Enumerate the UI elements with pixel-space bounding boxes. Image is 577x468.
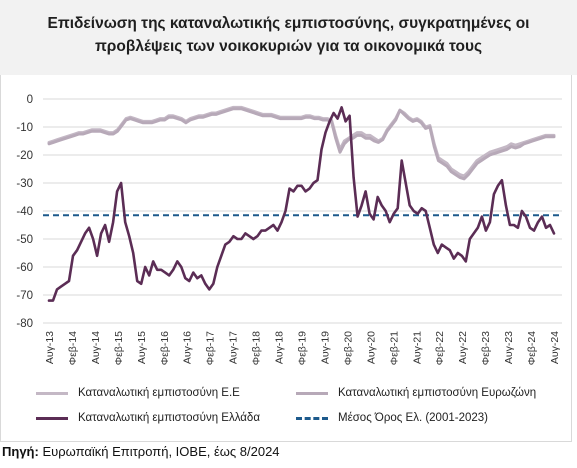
- y-tick-label: -60: [16, 262, 33, 274]
- series-line-gr: [47, 106, 556, 302]
- x-tick-label: Φεβ-23: [480, 331, 492, 365]
- y-tick-label: -50: [16, 234, 33, 246]
- gridlines: [43, 98, 562, 324]
- source-note: Πηγή: Ευρωπαϊκή Επιτροπή, ΙΟΒΕ, έως 8/20…: [2, 444, 280, 459]
- x-tick-label: Φεβ-17: [205, 331, 217, 365]
- x-tick-label: Αυγ-14: [90, 331, 102, 364]
- y-tick-label: 0: [27, 94, 33, 106]
- legend: Καταναλωτική εμπιστοσύνη Ε.Ε Καταναλωτικ…: [28, 381, 568, 433]
- x-tick-label: Φεβ-18: [251, 331, 263, 365]
- x-tick-label: Φεβ-24: [526, 331, 538, 365]
- legend-label-eu: Καταναλωτική εμπιστοσύνη Ε.Ε: [78, 387, 240, 399]
- legend-swatch-eu: [36, 391, 68, 395]
- legend-item-eu: Καταναλωτική εμπιστοσύνη Ε.Ε: [36, 387, 240, 399]
- x-axis: Αυγ-13 Φεβ-14 Αυγ-14 Φεβ-15 Αυγ-15 Φεβ-16 Αυγ-…: [44, 331, 561, 365]
- legend-item-gr: Καταναλωτική εμπιστοσύνη Ελλάδα: [36, 412, 260, 424]
- source-label: Πηγή:: [2, 444, 39, 459]
- legend-label-ez: Καταναλωτική εμπιστοσύνη Ευρωζώνη: [338, 387, 537, 399]
- chart-title: Επιδείνωση της καταναλωτικής εμπιστοσύνη…: [0, 12, 577, 58]
- legend-label-avg: Μέσος Όρος Ελ. (2001-2023): [338, 412, 488, 424]
- y-tick-label: -30: [16, 178, 33, 190]
- legend-swatch-ez: [296, 391, 328, 395]
- x-tick-label: Αυγ-24: [549, 331, 561, 364]
- x-tick-label: Αυγ-19: [319, 331, 331, 364]
- x-tick-label: Φεβ-16: [159, 331, 171, 365]
- x-tick-label: Αυγ-17: [228, 331, 240, 364]
- x-tick-label: Αυγ-21: [411, 331, 423, 364]
- x-tick-label: Φεβ-20: [342, 331, 354, 365]
- series-layer: [47, 105, 556, 302]
- line-chart: 0-10-20-30-40-50-60-70-80 Αυγ-13 Φεβ-14 Αυ…: [16, 94, 562, 365]
- x-tick-label: Φεβ-21: [388, 331, 400, 365]
- title-band: [0, 0, 577, 75]
- y-tick-label: -40: [16, 206, 33, 218]
- x-tick-label: Αυγ-23: [503, 331, 515, 364]
- legend-item-avg: Μέσος Όρος Ελ. (2001-2023): [296, 412, 488, 424]
- x-tick-label: Φεβ-14: [67, 331, 79, 365]
- y-tick-label: -10: [16, 122, 33, 134]
- chart-title-line1: Επιδείνωση της καταναλωτικής εμπιστοσύνη…: [47, 15, 530, 32]
- y-tick-label: -20: [16, 150, 33, 162]
- legend-item-ez: Καταναλωτική εμπιστοσύνη Ευρωζώνη: [296, 387, 536, 399]
- legend-swatch-avg: [296, 416, 328, 420]
- y-axis: 0 -10 -20 -30 -40 -50 -60 -70 -80: [16, 94, 33, 330]
- y-tick-label: -80: [16, 318, 33, 330]
- series-line-ez: [47, 107, 556, 181]
- x-tick-label: Φεβ-22: [434, 331, 446, 365]
- x-tick-label: Φεβ-15: [113, 331, 125, 365]
- y-tick-label: -70: [16, 290, 33, 302]
- legend-swatch-gr: [36, 416, 68, 420]
- chart-title-line2: προβλέψεις των νοικοκυριών για τα οικονο…: [94, 38, 483, 55]
- x-tick-label: Αυγ-13: [44, 331, 56, 364]
- x-tick-label: Αυγ-18: [274, 331, 286, 364]
- x-tick-label: Αυγ-22: [457, 331, 469, 364]
- x-tick-label: Αυγ-15: [136, 331, 148, 364]
- x-tick-label: Αυγ-20: [365, 331, 377, 364]
- legend-label-gr: Καταναλωτική εμπιστοσύνη Ελλάδα: [78, 412, 260, 424]
- source-text: Ευρωπαϊκή Επιτροπή, ΙΟΒΕ, έως 8/2024: [42, 444, 280, 459]
- x-tick-label: Φεβ-19: [297, 331, 309, 365]
- x-tick-label: Αυγ-16: [182, 331, 194, 364]
